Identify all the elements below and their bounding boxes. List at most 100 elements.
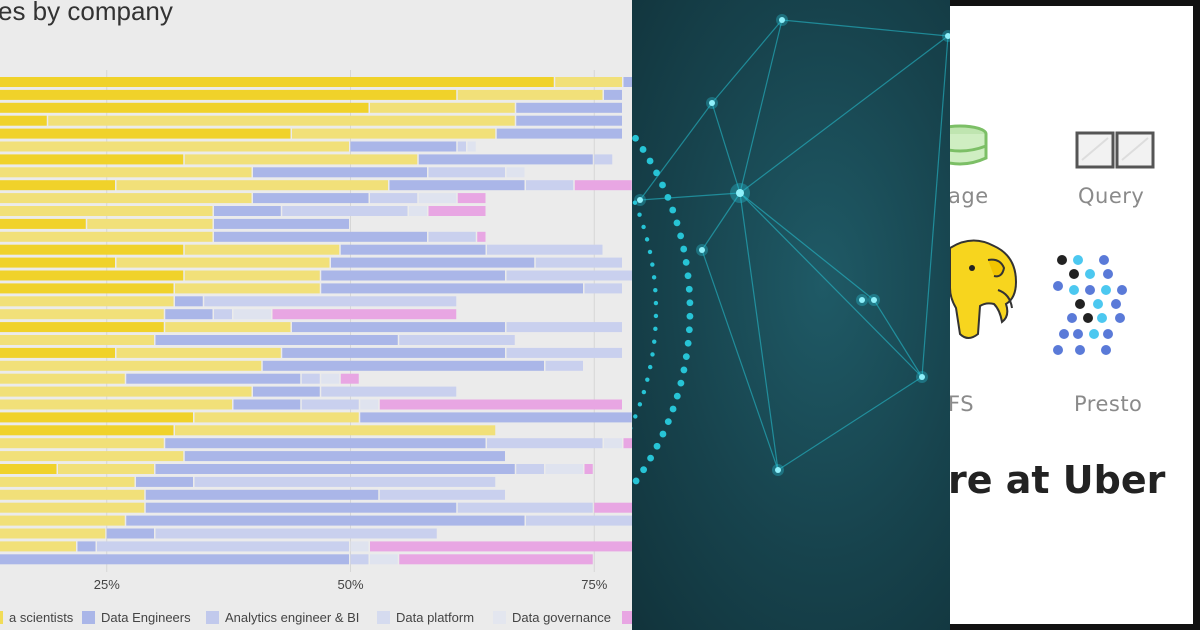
bar-segment	[623, 77, 632, 87]
bar-row	[0, 167, 525, 178]
stacked-bar-chart: 25% 50% 75% a scientists Data Engineers Analy…	[0, 70, 632, 625]
bar-row	[0, 373, 359, 384]
network-edge	[781, 19, 949, 37]
network-edge	[739, 192, 923, 378]
presto-dot	[1103, 329, 1113, 339]
bar-row	[0, 283, 622, 294]
bar-segment	[233, 309, 271, 320]
network-edge	[639, 102, 713, 201]
network-node	[736, 189, 744, 197]
sphere-dot	[637, 402, 643, 407]
bar-segment	[214, 218, 349, 229]
bar-segment	[321, 386, 457, 397]
sphere-dot	[647, 364, 653, 370]
bar-segment	[184, 244, 340, 255]
bar-segment	[506, 270, 632, 281]
bar-segment	[0, 335, 154, 345]
sphere-dot	[640, 466, 648, 474]
bar-row	[0, 322, 622, 333]
bar-segment	[545, 360, 583, 371]
bar-segment	[428, 231, 476, 242]
bar-segment	[516, 115, 622, 126]
sphere-dot	[653, 300, 659, 306]
bar-segment	[379, 399, 622, 410]
sphere-dot	[647, 454, 654, 462]
bar-segment	[584, 464, 593, 474]
network-edge	[921, 35, 949, 378]
bar-segment	[58, 464, 154, 474]
bar-segment	[272, 309, 457, 320]
network-node	[775, 467, 781, 473]
bar-row	[0, 541, 632, 552]
bar-segment	[0, 283, 174, 294]
bar-segment	[184, 154, 418, 165]
bar-row	[0, 386, 457, 397]
bar-segment	[574, 180, 632, 191]
x-tick-label: 75%	[581, 577, 607, 592]
bar-row	[0, 231, 486, 242]
bar-segment	[194, 476, 496, 487]
bar-row	[0, 360, 583, 371]
sphere-dot	[659, 181, 666, 189]
bar-segment	[360, 412, 632, 423]
presto-dot	[1111, 299, 1121, 309]
bar-segment	[370, 102, 515, 113]
bar-segment	[97, 541, 349, 552]
sphere-dot	[653, 442, 661, 450]
bar-row	[0, 464, 593, 474]
bar-segment	[0, 438, 164, 449]
bar-segment	[506, 167, 525, 178]
bar-segment	[0, 154, 184, 165]
bar-segment	[545, 464, 583, 474]
sphere-dot	[677, 379, 685, 387]
bar-segment	[301, 373, 320, 384]
bar-segment	[370, 554, 398, 565]
bar-segment	[477, 231, 486, 242]
bar-segment	[321, 283, 583, 294]
bar-segment	[0, 360, 262, 371]
uber-card: age Query FS Presto re at Uber	[950, 6, 1193, 624]
network-edge	[739, 192, 875, 301]
sphere-dot	[641, 389, 647, 395]
bar-row	[0, 115, 622, 126]
network-graphic	[632, 14, 950, 485]
bar-segment	[428, 167, 505, 178]
presto-dot	[1069, 285, 1079, 295]
bar-segment	[399, 554, 593, 565]
bar-segment	[0, 515, 125, 526]
bar-segment	[0, 206, 213, 216]
legend-label: Data platform	[396, 610, 474, 625]
bar-segment	[0, 270, 184, 281]
network-edge	[739, 192, 779, 471]
hdfs-label: FS	[950, 392, 975, 416]
sphere-dot	[669, 206, 677, 214]
bar-segment	[282, 206, 408, 216]
legend-swatch	[493, 611, 506, 624]
network-edge	[777, 376, 923, 471]
bar-segment	[604, 438, 622, 449]
bar-segment	[292, 322, 505, 333]
sphere-dot	[653, 326, 658, 332]
bar-row	[0, 154, 613, 165]
legend-label: Analytics engineer & BI	[225, 610, 359, 625]
sphere-dot	[686, 299, 694, 307]
bar-segment	[233, 399, 301, 410]
bar-segment	[292, 128, 496, 139]
bar-segment	[253, 386, 320, 397]
presto-icon	[1053, 255, 1127, 355]
bar-segment	[594, 154, 613, 165]
bar-segment	[301, 399, 359, 410]
sphere-dot	[653, 169, 660, 177]
bar-segment	[0, 464, 57, 474]
bar-segment	[204, 296, 457, 307]
bar-segment	[0, 399, 232, 410]
bar-row	[0, 476, 496, 487]
bar-segment	[126, 373, 301, 384]
bar-segment	[360, 399, 379, 410]
bar-segment	[155, 528, 437, 539]
bar-segment	[0, 231, 213, 242]
sphere-dot	[673, 219, 681, 227]
sphere-dot	[685, 326, 693, 334]
bar-segment	[350, 554, 369, 565]
bar-segment	[526, 515, 632, 526]
